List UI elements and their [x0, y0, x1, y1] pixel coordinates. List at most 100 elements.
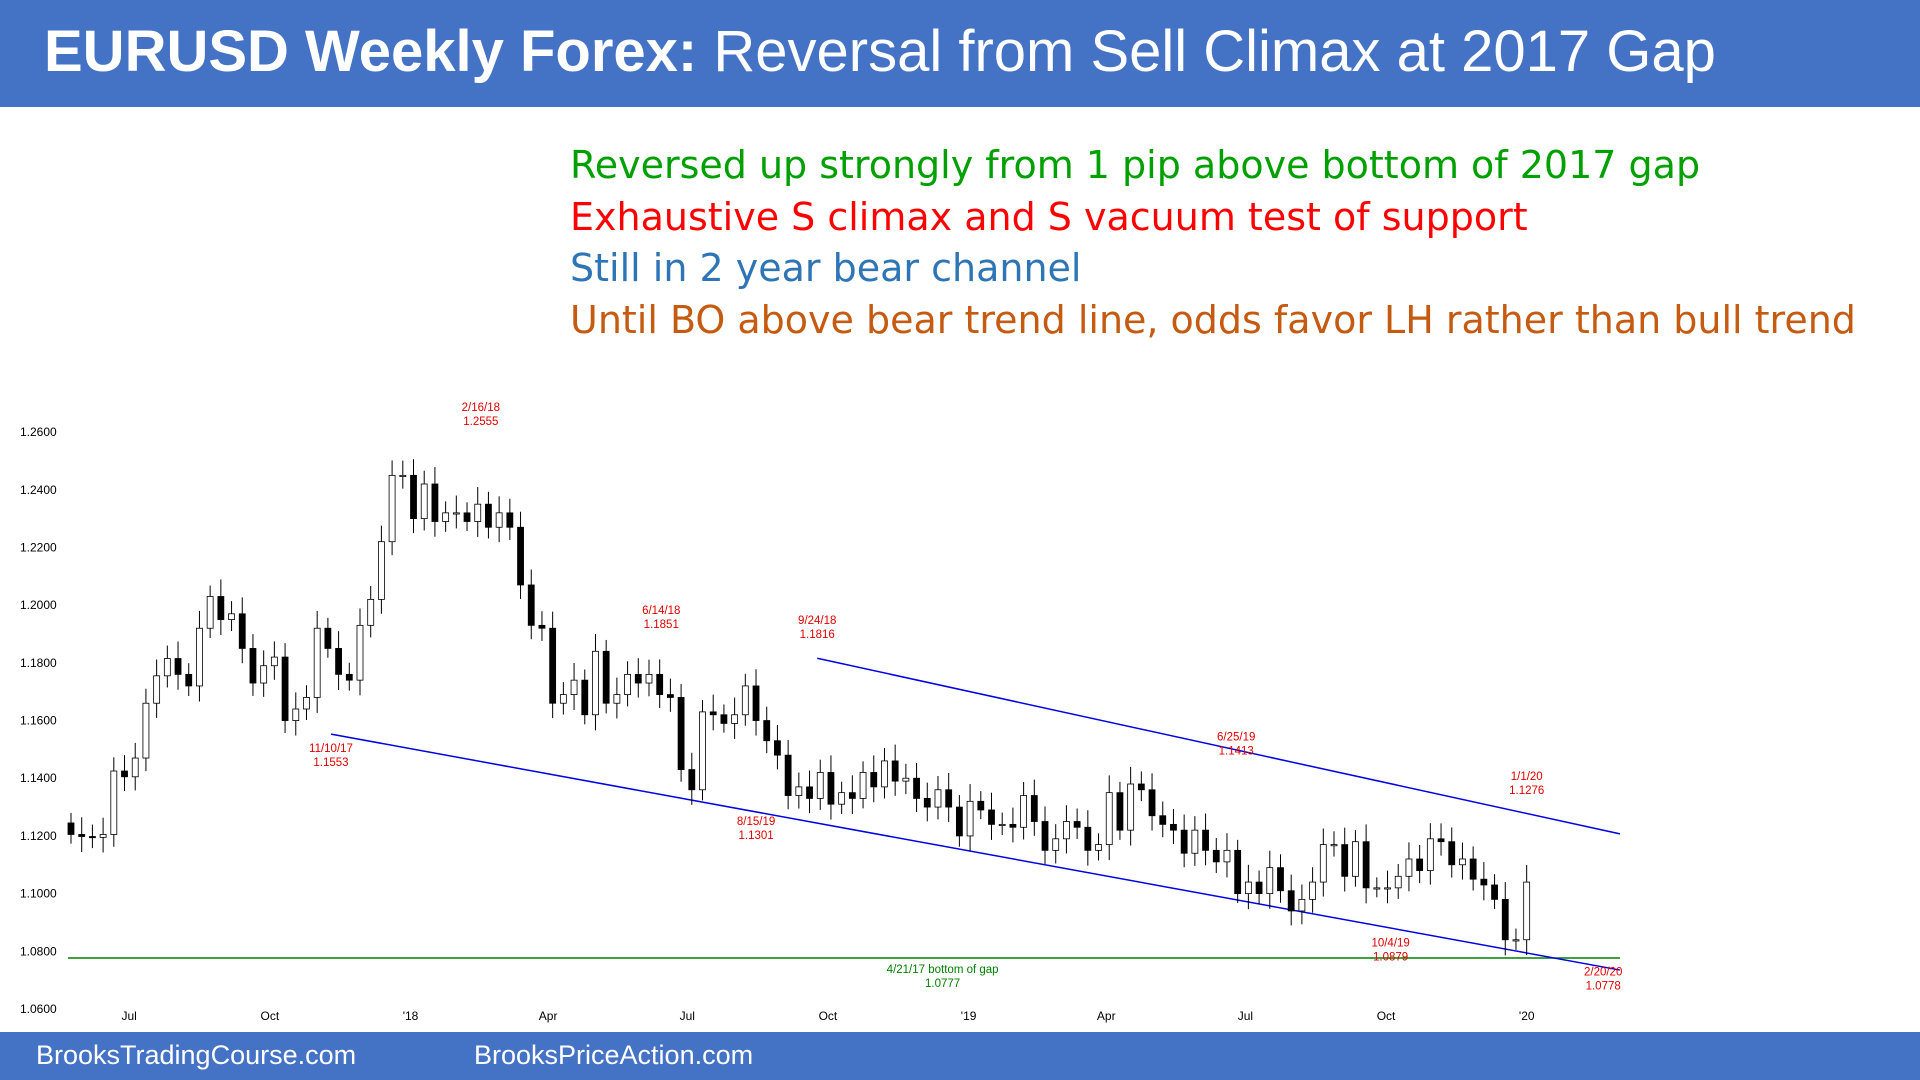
candle-body-107 — [1212, 849, 1220, 863]
candle-body-52 — [624, 673, 631, 695]
candle-body-90 — [1030, 795, 1038, 822]
annotation-price-8: 1.0778 — [1586, 981, 1621, 993]
candle-body-93 — [1063, 821, 1070, 840]
candle-body-81 — [934, 789, 942, 808]
candle-body-122 — [1373, 887, 1381, 890]
candle-body-133 — [1491, 884, 1498, 900]
candle-body-7 — [142, 702, 150, 759]
candle-body-18 — [260, 665, 268, 684]
title-bar: EURUSD Weekly Forex: Reversal from Sell … — [0, 0, 1920, 107]
candle-body-15 — [228, 613, 235, 620]
candle-body-1 — [78, 834, 86, 837]
candle-body-63 — [741, 685, 749, 716]
candle-body-17 — [249, 648, 257, 684]
candle-body-26 — [345, 673, 353, 681]
candle-body-127 — [1426, 838, 1434, 871]
candle-body-66 — [774, 740, 781, 756]
trend-line-lower — [330, 733, 1621, 971]
candle-body-58 — [688, 769, 696, 791]
y-tick-label-2: 1.1000 — [20, 887, 57, 901]
candle-body-10 — [174, 658, 182, 675]
x-tick-label-4: Jul — [680, 1009, 695, 1023]
candle-body-12 — [196, 627, 203, 687]
candle-body-33 — [420, 483, 428, 520]
annotation-date-2: 9/24/18 — [798, 615, 836, 627]
candle-body-103 — [1170, 823, 1177, 831]
candle-body-112 — [1266, 867, 1274, 895]
y-tick-label-6: 1.1800 — [20, 656, 57, 670]
y-tick-label-7: 1.2000 — [20, 598, 57, 612]
candle-body-116 — [1309, 881, 1316, 900]
candle-body-73 — [848, 792, 856, 799]
y-tick-label-8: 1.2200 — [20, 540, 57, 554]
candle-body-89 — [1020, 795, 1028, 828]
candle-body-113 — [1277, 867, 1284, 892]
candle-body-120 — [1352, 841, 1359, 877]
candle-body-68 — [795, 786, 803, 796]
y-tick-label-10: 1.2600 — [20, 425, 57, 439]
y-tick-label-3: 1.1200 — [20, 829, 57, 843]
candle-body-65 — [763, 720, 771, 742]
note-trend-line: Until BO above bear trend line, odds fav… — [570, 297, 1856, 342]
candle-body-82 — [945, 789, 953, 808]
candle-body-126 — [1416, 858, 1424, 871]
candle-body-87 — [998, 823, 1006, 826]
footer-link-price-action[interactable]: BrooksPriceAction.com — [474, 1040, 754, 1070]
annotation-date-6: 8/15/19 — [737, 816, 775, 828]
candle-body-102 — [1159, 815, 1167, 825]
candle-body-51 — [613, 694, 621, 704]
candle-body-4 — [110, 770, 118, 835]
candle-body-86 — [988, 809, 995, 825]
candle-body-111 — [1255, 881, 1263, 895]
candle-body-100 — [1137, 783, 1145, 791]
candle-body-118 — [1330, 844, 1338, 847]
candle-body-77 — [891, 760, 899, 782]
candle-body-121 — [1362, 841, 1370, 889]
page-title-bold: EURUSD Weekly Forex: — [44, 19, 698, 84]
candle-body-8 — [153, 675, 161, 704]
annotation-date-4: 1/1/20 — [1511, 771, 1543, 783]
candle-body-124 — [1394, 875, 1402, 889]
candle-body-43 — [527, 584, 535, 626]
candle-body-70 — [816, 772, 824, 799]
candle-body-49 — [592, 650, 599, 716]
candle-body-123 — [1384, 887, 1391, 890]
candle-body-74 — [859, 772, 867, 799]
page-title: EURUSD Weekly Forex: Reversal from Sell … — [44, 18, 1716, 85]
x-tick-label-3: Apr — [539, 1009, 558, 1023]
annotation-price-6: 1.1301 — [738, 830, 773, 842]
candle-body-23 — [313, 627, 321, 698]
candle-body-110 — [1244, 881, 1252, 895]
candle-body-48 — [581, 679, 589, 716]
candle-body-59 — [699, 711, 706, 791]
candle-body-35 — [442, 512, 450, 522]
candle-body-108 — [1223, 849, 1231, 863]
candle-body-84 — [966, 800, 974, 837]
footer-link-trading-course[interactable]: BrooksTradingCourse.com — [36, 1040, 357, 1070]
annotation-date-7: 10/4/19 — [1371, 938, 1409, 950]
candle-body-44 — [538, 624, 546, 629]
candle-body-76 — [881, 760, 888, 788]
candle-body-119 — [1341, 844, 1349, 877]
note-sell-climax: Exhaustive S climax and S vacuum test of… — [570, 194, 1528, 239]
candle-body-55 — [656, 673, 664, 695]
annotation-date-8: 2/20/20 — [1584, 967, 1622, 979]
candle-body-27 — [356, 624, 364, 681]
candle-body-92 — [1052, 838, 1060, 851]
page-title-rest: Reversal from Sell Climax at 2017 Gap — [697, 19, 1716, 84]
candle-body-117 — [1319, 844, 1327, 883]
candle-body-54 — [645, 673, 653, 684]
candle-body-37 — [463, 512, 471, 522]
note-bear-channel: Still in 2 year bear channel — [570, 246, 1082, 290]
candle-body-3 — [99, 834, 107, 838]
annotation-date-1: 6/14/18 — [642, 605, 680, 617]
x-tick-label-10: '20 — [1519, 1009, 1535, 1023]
candle-body-36 — [452, 512, 460, 515]
y-tick-label-1: 1.0800 — [20, 944, 57, 958]
candle-body-115 — [1298, 898, 1306, 912]
candle-body-19 — [270, 656, 278, 667]
candle-body-25 — [335, 648, 342, 675]
candle-body-41 — [506, 512, 514, 528]
annotation-price-5: 1.1553 — [313, 757, 348, 769]
candle-body-13 — [206, 596, 214, 629]
